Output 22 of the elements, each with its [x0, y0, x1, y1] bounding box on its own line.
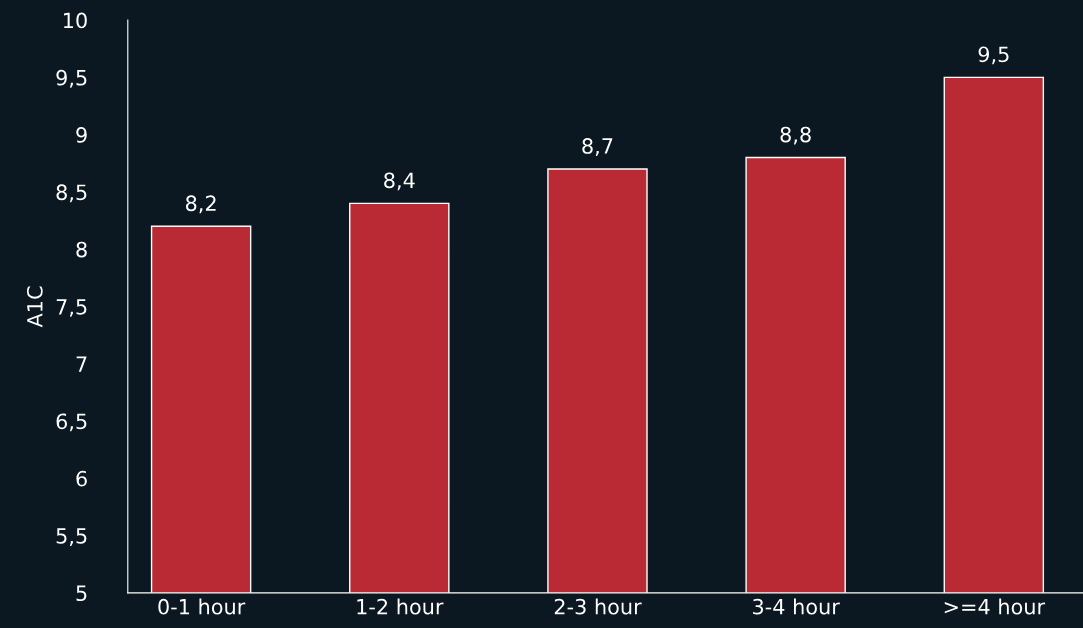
x-tick-label: 1-2 hour: [357, 598, 444, 615]
y-axis-title: A1C: [26, 286, 43, 328]
y-tick-label: 10: [63, 12, 87, 29]
y-tick-label: 9: [76, 127, 87, 143]
y-tick-label: 8: [76, 241, 87, 258]
x-tick-label: 0-1 hour: [158, 598, 246, 615]
y-tick-label: 7: [76, 356, 87, 372]
y-tick-label: 5,5: [56, 528, 87, 546]
x-tick-label: 2-3 hour: [554, 598, 642, 615]
data-label: 8,7: [582, 138, 613, 156]
y-tick-label: 6,5: [56, 413, 87, 432]
x-tick-label: 3-4 hour: [753, 598, 840, 615]
y-tick-label: 7,5: [56, 299, 87, 317]
data-label: 8,4: [384, 172, 415, 191]
data-label: 8,2: [185, 195, 216, 214]
y-tick-label: 5: [76, 585, 87, 602]
data-label: 8,8: [780, 126, 811, 145]
x-tick-label: >=4 hour: [944, 598, 1046, 615]
data-label: 9,5: [978, 46, 1009, 65]
y-tick-label: 6: [76, 470, 87, 487]
y-tick-label: 9,5: [56, 69, 87, 88]
y-tick-label: 8,5: [56, 184, 87, 203]
